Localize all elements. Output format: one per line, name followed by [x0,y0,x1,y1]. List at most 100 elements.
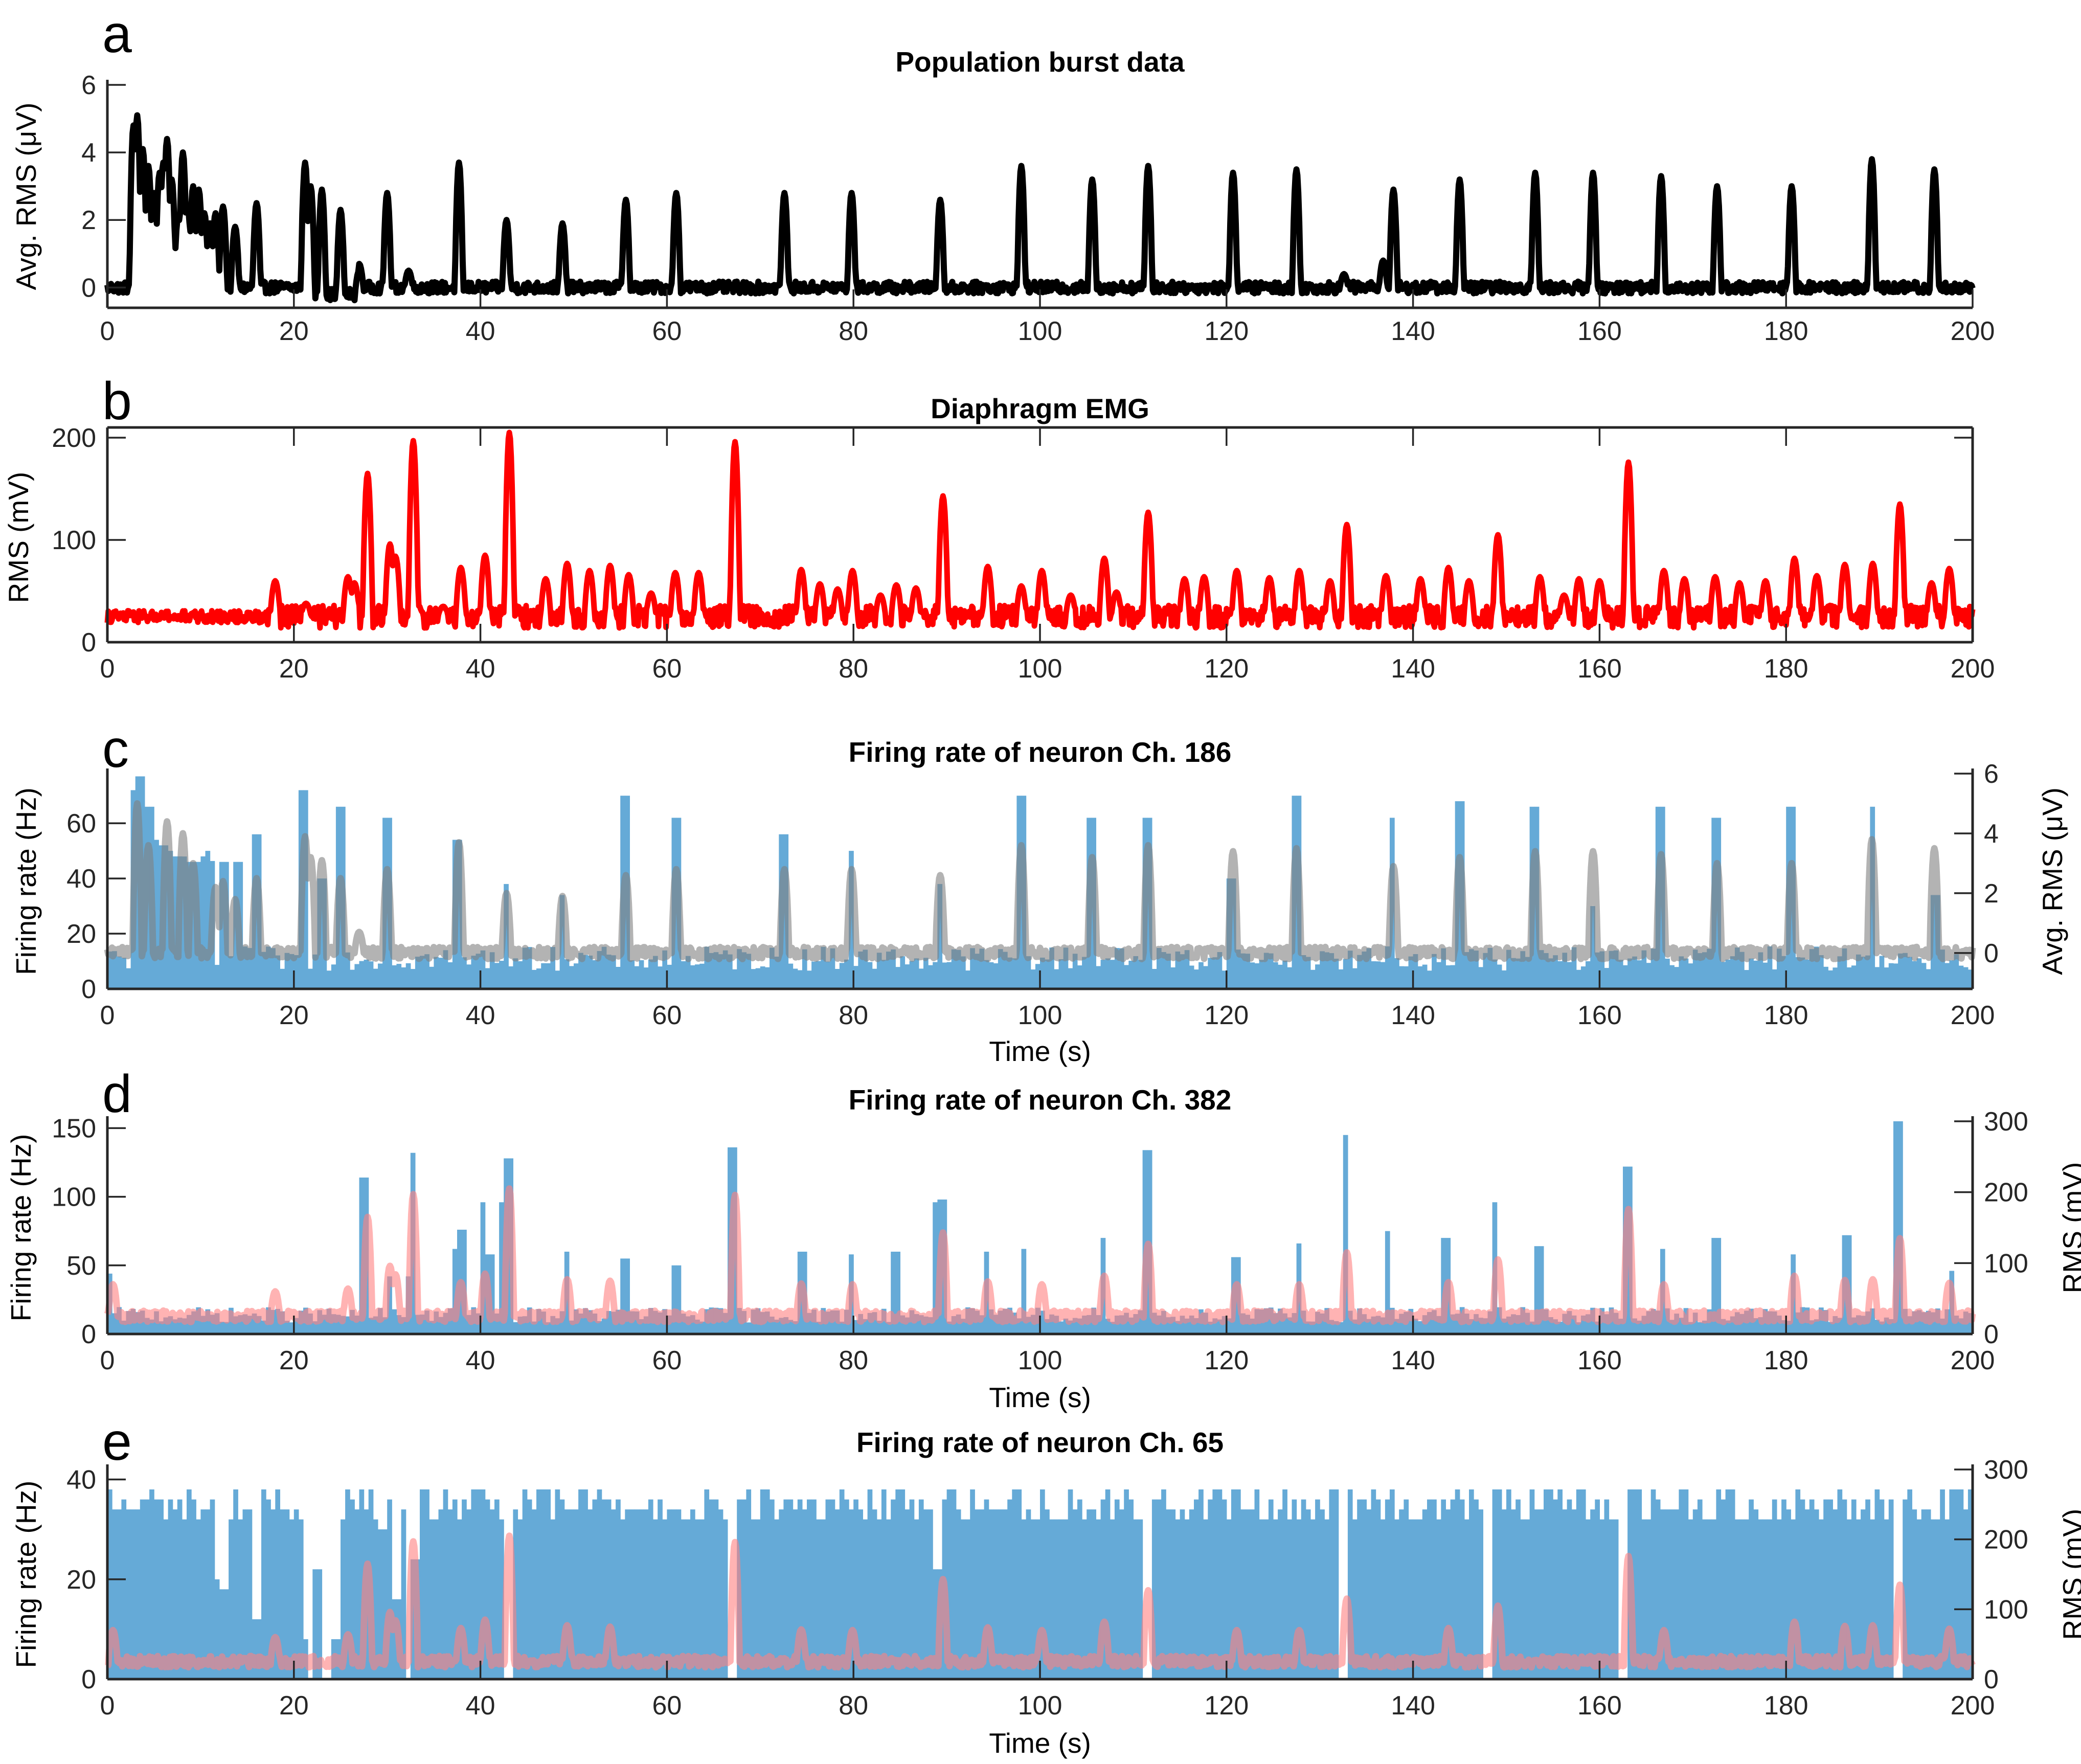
histogram-bar [1203,966,1208,989]
histogram-bar [616,1499,621,1679]
series-line-diaphragm-rms [104,429,1976,631]
histogram-bar [1562,953,1568,989]
histogram-bar [863,949,868,989]
histogram-bar [1842,948,1847,989]
histogram-bar [942,962,947,989]
histogram-bar [1105,958,1111,989]
x-axis-label: Time (s) [989,1035,1091,1067]
histogram-bar [1352,1319,1358,1334]
histogram-bar [1054,969,1059,989]
histogram-bar [625,1258,630,1334]
histogram-bar [970,948,975,989]
histogram-bar [1240,1509,1246,1679]
histogram-bar [774,957,779,989]
histogram-bar [1082,1316,1087,1334]
histogram-bar [522,1489,528,1679]
histogram-bar [266,946,271,989]
histogram-bar [839,1321,845,1334]
histogram-bar [933,1569,938,1679]
histogram-bar [904,1509,910,1679]
histogram-bar [424,954,429,989]
histogram-bar [783,1499,789,1679]
histogram-bar [699,1519,705,1679]
histogram-bar [1954,1489,1959,1679]
histogram-bar [1637,960,1642,989]
histogram-bar [881,1489,887,1679]
histogram-bar [1357,1499,1362,1679]
histogram-bar [1697,1499,1703,1679]
histogram-bar [410,1559,416,1679]
histogram-bar [205,1509,211,1679]
histogram-bar [341,1316,346,1334]
histogram-bar [1753,1509,1759,1679]
histogram-bar [177,1318,183,1334]
histogram-bar [1208,1321,1213,1334]
histogram-bar [163,1317,169,1334]
histogram-bar [1231,1489,1236,1679]
histogram-bar [168,1316,173,1334]
histogram-bar [881,960,887,989]
histogram-bar [1739,1519,1745,1679]
histogram-bar [1935,1519,1940,1679]
histogram-bar [1371,1316,1376,1334]
histogram-bar [658,966,663,989]
histogram-bar [1068,1320,1073,1334]
histogram-bar [527,1499,532,1679]
histogram-bar [891,1499,896,1679]
histogram-bar [494,963,500,989]
histogram-bar [1240,953,1246,989]
histogram-bar [1096,1519,1101,1679]
histogram-bar [293,1509,299,1679]
histogram-bar [634,1311,640,1334]
histogram-bar [536,1309,541,1334]
histogram-bar [1254,1489,1260,1679]
x-tick-label: 20 [279,654,309,684]
histogram-bar [392,1599,397,1679]
histogram-bar [1511,958,1516,989]
histogram-bar [1865,955,1870,989]
histogram-bar [1077,965,1082,989]
histogram-bar [1907,1489,1912,1679]
histogram-bar [214,965,220,989]
histogram-bar [1534,1509,1540,1679]
series-line-avg-rms [104,112,1976,304]
x-tick-label: 80 [839,1346,868,1375]
histogram-bar [382,1317,388,1334]
histogram-bar [690,1509,695,1679]
histogram-bar [1692,1313,1698,1334]
histogram-bar [858,952,863,989]
histogram-bar [1967,1313,1973,1334]
histogram-bar [1128,1317,1134,1334]
histogram-bar [1394,1319,1399,1334]
histogram-bar [1967,1489,1973,1679]
histogram-bar [1250,1318,1255,1334]
histogram-bar [298,1519,304,1679]
histogram-bar [1441,1499,1446,1679]
histogram-bar [172,1319,178,1334]
histogram-bar [1730,956,1735,989]
histogram-bar [373,968,378,989]
histogram-bar [951,1489,957,1679]
histogram-bar [1837,1489,1843,1679]
histogram-bar [1263,1519,1269,1679]
histogram-bar [1128,1499,1134,1679]
histogram-bar [1138,1310,1143,1334]
histogram-bar [1641,950,1647,989]
histogram-bar [1725,959,1731,989]
histogram-bar [396,964,402,989]
y-axis-label: RMS (mV) [3,472,34,603]
histogram-bar [1772,969,1777,989]
histogram-bar [1804,959,1810,989]
histogram-bar [550,1519,556,1679]
histogram-bar [210,1499,215,1679]
histogram-bar [1837,1318,1843,1334]
histogram-bar [783,1317,789,1334]
histogram-bar [1180,1316,1185,1334]
histogram-bar [946,1489,952,1679]
histogram-bar [1721,962,1726,989]
histogram-bar [280,1509,285,1679]
histogram-bar [1212,957,1218,989]
histogram-bar [961,1519,966,1679]
histogram-bar [606,1311,612,1334]
